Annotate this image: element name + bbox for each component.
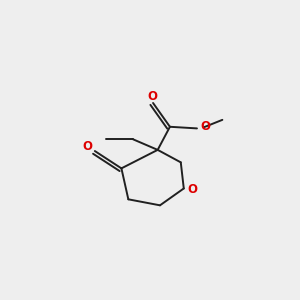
Text: O: O [188, 183, 198, 196]
Text: O: O [82, 140, 92, 153]
Text: O: O [147, 90, 157, 103]
Text: O: O [201, 120, 211, 133]
